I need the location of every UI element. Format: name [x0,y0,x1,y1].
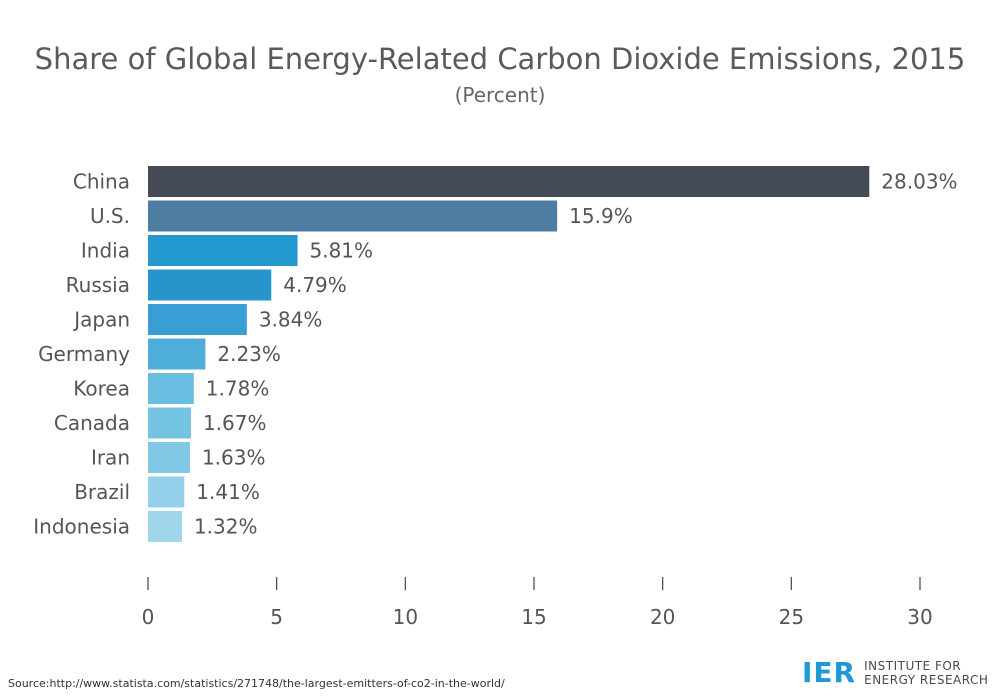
value-label: 1.67% [203,411,267,435]
x-tick-label: 20 [650,605,675,629]
x-tick-label: 0 [142,605,155,629]
category-label: China [73,170,130,194]
bar-russia [148,269,272,301]
category-label: Iran [91,446,130,470]
bar-canada [148,407,191,439]
value-label: 4.79% [283,273,347,297]
bar-korea [148,373,194,404]
bar-brazil [148,476,185,508]
value-label: 1.41% [196,480,260,504]
logo-mark: IER [802,656,857,689]
value-label: 3.84% [259,308,323,332]
bar-india [148,235,298,266]
x-tick-label: 25 [779,605,804,629]
chart-title: Share of Global Energy-Related Carbon Di… [34,42,966,76]
bar-germany [148,338,206,370]
bar-indonesia [148,511,182,542]
category-label: Japan [72,308,130,332]
value-label: 28.03% [881,170,957,194]
value-label: 5.81% [310,239,374,263]
x-axis: 0 5 10 15 20 25 30 [142,577,933,629]
bars-group: China 28.03% U.S. 15.9% India 5.81% Russia 4.79… [33,166,958,542]
ier-logo: IER INSTITUTE FOR ENERGY RESEARCH [802,656,988,690]
category-label: India [81,239,130,263]
category-label: Russia [66,273,130,297]
x-tick-label: 10 [393,605,418,629]
bar-china [148,166,870,197]
x-tick-label: 15 [521,605,546,629]
logo-line-2: ENERGY RESEARCH [864,673,989,687]
source-note: Source:http://www.statista.com/statistic… [8,677,505,690]
bar-iran [148,442,190,473]
value-label: 2.23% [217,342,281,366]
bar-u-s [148,200,558,232]
chart-subtitle: (Percent) [454,83,546,107]
logo-text: INSTITUTE FOR ENERGY RESEARCH [864,659,988,687]
x-tick-label: 5 [270,605,283,629]
category-label: Brazil [74,480,130,504]
category-label: Korea [73,377,130,401]
value-label: 15.9% [569,204,633,228]
value-label: 1.63% [202,446,266,470]
category-label: Canada [54,411,130,435]
value-label: 1.78% [206,377,270,401]
value-label: 1.32% [194,515,258,539]
category-label: Germany [38,342,130,366]
bar-japan [148,304,247,335]
category-label: Indonesia [33,515,130,539]
category-label: U.S. [90,204,130,228]
x-tick-label: 30 [907,605,932,629]
logo-line-1: INSTITUTE FOR [864,659,962,673]
